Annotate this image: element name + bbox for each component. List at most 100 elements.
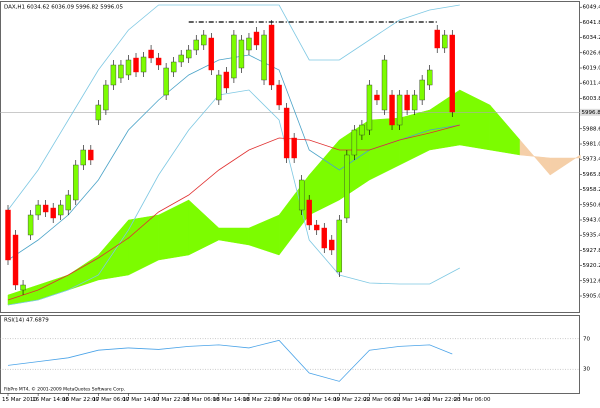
candle-body bbox=[231, 35, 236, 78]
y-tick-label: 70 bbox=[583, 336, 590, 342]
candle-body bbox=[299, 180, 304, 210]
rsi-panel bbox=[1, 316, 580, 394]
candle-body bbox=[111, 65, 116, 85]
y-tick-label: 6019.00 bbox=[583, 66, 600, 72]
candle-body bbox=[382, 60, 387, 110]
candle-body bbox=[352, 130, 357, 155]
y-tick-label: 30 bbox=[583, 367, 590, 373]
cloud-segment bbox=[430, 90, 460, 150]
y-tick-label: 5920.20 bbox=[583, 263, 600, 269]
candle-body bbox=[134, 58, 139, 72]
cloud-segment bbox=[219, 228, 249, 245]
cloud-segment bbox=[98, 220, 128, 280]
cloud-segment bbox=[249, 215, 279, 255]
candle-body bbox=[284, 108, 289, 158]
candle-body bbox=[36, 205, 41, 215]
candle-body bbox=[103, 85, 108, 110]
candle-body bbox=[126, 60, 131, 75]
cloud-segment bbox=[400, 110, 430, 165]
candle-body bbox=[412, 95, 417, 110]
y-tick-label: 5973.40 bbox=[583, 157, 600, 163]
cloud-segment bbox=[520, 140, 550, 175]
candle-body bbox=[179, 55, 184, 62]
candle-body bbox=[322, 228, 327, 248]
candle-body bbox=[262, 35, 267, 80]
candle-body bbox=[171, 62, 176, 72]
candle-body bbox=[6, 210, 11, 260]
y-tick-label: 5965.80 bbox=[583, 172, 600, 178]
cloud-segment bbox=[550, 155, 580, 175]
candle-body bbox=[186, 50, 191, 58]
y-tick-label: 5935.40 bbox=[583, 233, 600, 239]
cloud-segment bbox=[309, 140, 339, 215]
candle-body bbox=[307, 200, 312, 225]
y-tick-label: 5981.00 bbox=[583, 142, 600, 148]
y-tick-label: 5912.60 bbox=[583, 278, 600, 284]
candle-body bbox=[73, 165, 78, 200]
candle-body bbox=[442, 35, 447, 48]
candle-body bbox=[277, 85, 282, 105]
candle-body bbox=[88, 150, 93, 160]
candle-body bbox=[96, 105, 101, 120]
y-tick-label: 6041.80 bbox=[583, 20, 600, 26]
candle-body bbox=[390, 95, 395, 125]
candle-body bbox=[149, 50, 154, 58]
candle-body bbox=[420, 80, 425, 100]
rsi-line bbox=[8, 340, 452, 381]
candle-body bbox=[66, 195, 71, 210]
candle-body bbox=[374, 95, 379, 100]
y-tick-label: 5927.80 bbox=[583, 248, 600, 254]
candle-body bbox=[239, 40, 244, 68]
bid-label: 5996.82 bbox=[582, 110, 600, 116]
candle-body bbox=[141, 57, 146, 72]
chart-title: DAX,H1 6034.62 6036.09 5996.82 5996.05 bbox=[4, 5, 124, 11]
cloud-segment bbox=[460, 90, 490, 150]
rsi-title: RSI(14) 47.6879 bbox=[4, 318, 49, 324]
candle-body bbox=[118, 65, 123, 78]
candle-body bbox=[43, 205, 48, 212]
y-tick-label: 5950.60 bbox=[583, 202, 600, 208]
y-tick-label: 6026.60 bbox=[583, 50, 600, 56]
candle-body bbox=[216, 75, 221, 100]
cloud-segment bbox=[189, 200, 219, 255]
candle-body bbox=[224, 72, 229, 88]
candle-body bbox=[337, 220, 342, 272]
candle-body bbox=[405, 95, 410, 110]
candle-body bbox=[28, 215, 33, 235]
cloud-segment bbox=[128, 215, 158, 275]
candle-body bbox=[329, 240, 334, 250]
candle-body bbox=[314, 225, 319, 230]
candle-body bbox=[21, 285, 26, 290]
candle-body bbox=[427, 70, 432, 85]
candle-body bbox=[81, 150, 86, 165]
x-tick-label: 23 Mar 06:00 bbox=[454, 397, 491, 403]
candle-body bbox=[164, 68, 169, 95]
candle-body bbox=[201, 35, 206, 45]
y-tick-label: 5958.20 bbox=[583, 187, 600, 193]
candle-body bbox=[194, 40, 199, 50]
candle-body bbox=[13, 235, 18, 285]
candle-body bbox=[51, 208, 56, 218]
candle-body bbox=[209, 38, 214, 70]
y-tick-label: 5905.00 bbox=[583, 294, 600, 300]
candle-body bbox=[246, 38, 251, 50]
candle-body bbox=[269, 25, 274, 85]
y-tick-label: 5988.60 bbox=[583, 126, 600, 132]
candle-body bbox=[58, 205, 63, 215]
candle-body bbox=[367, 85, 372, 130]
candle-body bbox=[359, 125, 364, 135]
footer: FibPro MT4, © 2001-2009 MetaQuotes Softw… bbox=[4, 386, 125, 393]
candle-body bbox=[435, 30, 440, 48]
candle-body bbox=[344, 155, 349, 218]
y-tick-label: 6011.40 bbox=[583, 81, 600, 87]
y-tick-label: 6034.20 bbox=[583, 35, 600, 41]
candle-body bbox=[254, 32, 259, 45]
candle-body bbox=[156, 58, 161, 65]
cloud-segment bbox=[279, 175, 309, 255]
candle-body bbox=[292, 138, 297, 158]
candle-body bbox=[450, 35, 455, 112]
y-tick-label: 6049.40 bbox=[583, 5, 600, 11]
y-tick-label: 5943.00 bbox=[583, 218, 600, 224]
cloud-segment bbox=[369, 118, 399, 180]
